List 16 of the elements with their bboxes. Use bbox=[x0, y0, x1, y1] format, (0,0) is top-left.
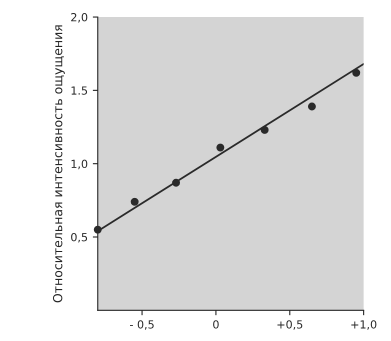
y-tick-label: 2,0 bbox=[71, 13, 88, 23]
x-tick-label: +1,0 bbox=[351, 320, 376, 330]
point bbox=[260, 126, 269, 134]
y-tick-label: 1,0 bbox=[72, 160, 88, 170]
x-tick-label: +0,5 bbox=[277, 320, 302, 330]
y-tick-label: 0,5 bbox=[71, 232, 88, 243]
point bbox=[308, 102, 316, 110]
point bbox=[216, 144, 224, 152]
y-axis-title: Относительная интенсивность ощущения bbox=[52, 25, 65, 302]
point bbox=[172, 178, 180, 187]
point bbox=[130, 198, 139, 206]
x-tick-label: - 0,5 bbox=[130, 320, 154, 330]
x-tick-label: 0 bbox=[213, 320, 219, 329]
y-tick-label: 1.5 bbox=[72, 86, 88, 95]
point bbox=[352, 68, 360, 77]
point bbox=[94, 226, 102, 234]
